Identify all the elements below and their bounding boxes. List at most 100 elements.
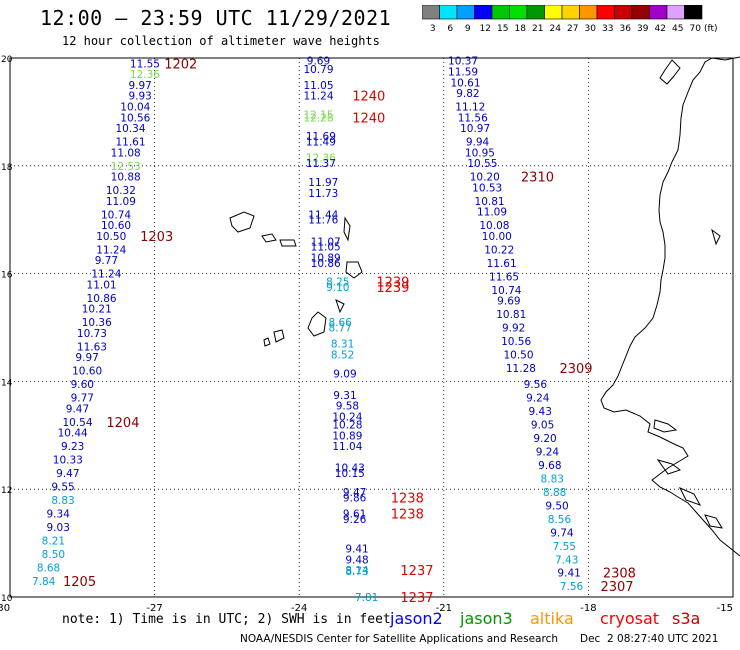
pass-time: 1203 xyxy=(140,230,173,245)
swh-value: 12.28 xyxy=(303,112,333,124)
swh-value: 9.43 xyxy=(529,406,552,418)
swh-value: 11.69 xyxy=(306,131,336,143)
swh-value: 12.53 xyxy=(111,161,141,173)
lat-label: 12 xyxy=(1,486,12,496)
swh-value: 10.32 xyxy=(106,185,136,197)
swh-value: 8.50 xyxy=(42,549,65,561)
lon-label: -24 xyxy=(291,603,307,614)
lat-label: 20 xyxy=(1,55,13,65)
swh-value: 11.49 xyxy=(306,137,336,149)
legend-label: 18 xyxy=(515,24,527,34)
swh-value: 10.33 xyxy=(53,455,83,467)
lat-label: 10 xyxy=(1,594,13,604)
map-frame xyxy=(9,57,734,598)
swh-value: 10.15 xyxy=(335,468,365,480)
swh-value: 10.56 xyxy=(501,336,531,348)
legend-label: 42 xyxy=(655,24,666,34)
swh-value: 7.84 xyxy=(32,576,56,588)
swh-value: 8.73 xyxy=(345,566,368,578)
swh-value: 9.24 xyxy=(526,393,550,405)
legend-label: 24 xyxy=(550,24,562,34)
legend-label: 9 xyxy=(465,24,471,34)
swh-value: 11.56 xyxy=(458,112,488,124)
swh-value: 8.83 xyxy=(51,495,74,507)
swh-value: 9.56 xyxy=(524,379,548,391)
swh-value: 9.68 xyxy=(538,460,561,472)
lon-label: -15 xyxy=(717,603,733,614)
swh-readings: 11.5512.369.979.9310.0410.5610.3411.6111… xyxy=(32,56,583,604)
swh-value: 9.69 xyxy=(307,56,330,68)
swh-value: 11.01 xyxy=(87,279,117,291)
swh-value: 11.07 xyxy=(311,236,341,248)
swh-value: 8.31 xyxy=(331,339,354,351)
island-santiago xyxy=(307,311,327,337)
island-sao-vicente xyxy=(261,233,277,243)
swh-value: 9.55 xyxy=(51,482,74,494)
swh-value: 9.61 xyxy=(343,508,366,520)
swh-value: 11.24 xyxy=(96,244,126,256)
swh-value: 9.34 xyxy=(47,508,71,520)
swh-value: 11.63 xyxy=(77,341,107,353)
swh-value: 9.23 xyxy=(61,441,84,453)
swh-value: 11.44 xyxy=(308,209,338,221)
swh-value: 10.24 xyxy=(332,411,362,423)
pass-time: 1237 xyxy=(400,564,433,579)
swh-value: 10.74 xyxy=(101,209,131,221)
footer-timestamp: Dec 2 08:27:40 UTC 2021 xyxy=(580,633,719,645)
pass-time: 1240 xyxy=(352,90,385,105)
swh-value: 9.10 xyxy=(326,282,349,294)
island-brava xyxy=(263,337,271,347)
swh-value: 10.08 xyxy=(479,220,509,232)
coast-inlet-5 xyxy=(704,514,723,529)
pass-time: 2309 xyxy=(559,362,592,377)
lon-label: -18 xyxy=(580,603,596,614)
swh-value: 12.36 xyxy=(306,153,336,165)
swh-value: 9.74 xyxy=(550,527,574,539)
swh-value: 10.00 xyxy=(482,231,512,243)
swh-value: 10.95 xyxy=(465,147,495,159)
map-title: 12:00 – 23:59 UTC 11/29/2021 xyxy=(40,6,392,30)
footer-note: note: 1) Time is in UTC; 2) SWH is in fe… xyxy=(62,612,391,627)
swh-value: 10.60 xyxy=(101,220,131,232)
west-africa-coastline xyxy=(600,56,740,557)
swh-value: 11.09 xyxy=(106,196,136,208)
swh-value: 10.61 xyxy=(450,77,480,89)
swh-value: 9.48 xyxy=(345,554,368,566)
legend-label: 3 xyxy=(430,24,436,34)
swh-value: 8.21 xyxy=(42,535,65,547)
swh-value: 9.47 xyxy=(343,487,366,499)
swh-value: 10.79 xyxy=(303,64,333,76)
swh-value: 11.65 xyxy=(489,271,519,283)
swh-value: 7.43 xyxy=(555,554,578,566)
swh-value: 10.50 xyxy=(503,349,533,361)
swh-value: 9.50 xyxy=(545,500,568,512)
swh-value: 9.58 xyxy=(336,401,359,413)
satellite-label: cryosat xyxy=(600,609,660,628)
legend-label: 70 xyxy=(690,24,702,34)
satellite-label: s3a xyxy=(672,609,701,628)
swh-value: 10.89 xyxy=(332,430,362,442)
axis-labels: 20 18 16 14 12 10-30 -27 -24 -21 -18 -15 xyxy=(0,55,733,614)
swh-value: 10.44 xyxy=(58,428,88,440)
legend-label: 39 xyxy=(637,24,649,34)
island-sal xyxy=(343,216,351,242)
swh-value: 9.86 xyxy=(343,492,367,504)
island-fogo xyxy=(273,329,285,343)
swh-value: 10.28 xyxy=(332,420,362,432)
legend-label: 45 xyxy=(672,24,683,34)
swh-value: 10.54 xyxy=(62,417,92,429)
swh-value: 11.04 xyxy=(332,441,362,453)
swh-value: 7.56 xyxy=(560,581,584,593)
swh-value: 8.68 xyxy=(37,562,60,574)
swh-value: 11.59 xyxy=(448,66,478,78)
swh-value: 8.77 xyxy=(328,323,351,335)
swh-value: 7.55 xyxy=(553,541,576,553)
swh-value: 12.36 xyxy=(130,69,160,81)
swh-value: 9.77 xyxy=(95,255,118,267)
swh-value: 10.86 xyxy=(87,293,117,305)
swh-value: 7.81 xyxy=(355,592,378,604)
swh-value: 10.89 xyxy=(311,252,341,264)
swh-value: 11.24 xyxy=(303,91,333,103)
swh-value: 9.97 xyxy=(75,352,98,364)
pass-time: 1205 xyxy=(63,575,96,590)
